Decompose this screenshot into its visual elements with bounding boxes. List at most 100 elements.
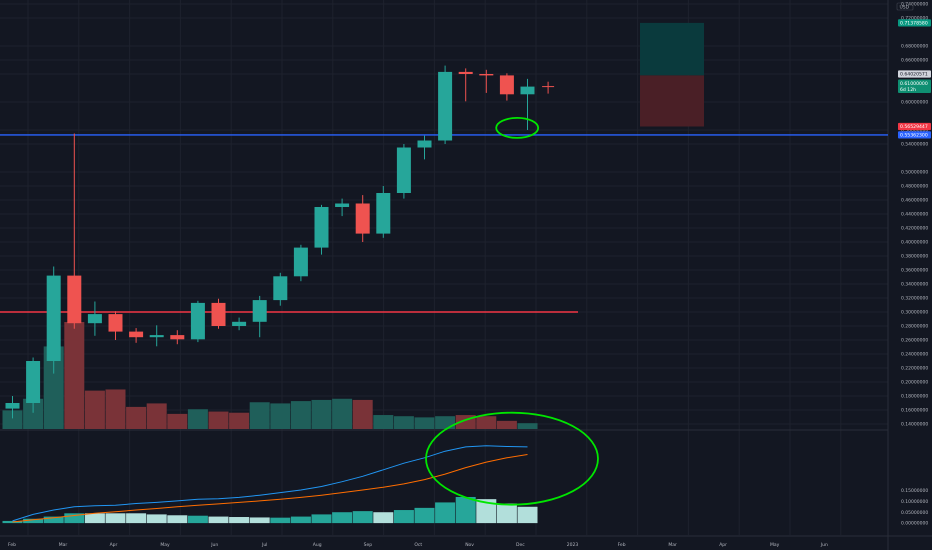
price-tick-label: 0.24000000 <box>901 352 928 358</box>
volume-bar <box>187 409 208 429</box>
time-tick-label: Apr <box>110 542 118 548</box>
candle-body <box>26 361 41 403</box>
osc-histogram-bar <box>373 512 394 524</box>
osc-histogram-bar <box>435 502 456 524</box>
candle-body <box>149 335 164 338</box>
position-box[interactable] <box>640 22 704 127</box>
candle-body <box>417 140 432 148</box>
osc-histogram-bar <box>23 518 44 524</box>
price-tick-label: 0.14000000 <box>901 422 928 428</box>
osc-histogram-bar <box>126 513 147 524</box>
osc-histogram-bar <box>84 513 105 524</box>
time-tick-label: Jun <box>820 542 828 548</box>
osc-histogram-bar <box>270 517 291 524</box>
price-tick-label: 0.28000000 <box>901 324 928 330</box>
price-tick-label: 0.56000000 <box>901 128 928 134</box>
price-tag-label: 0.56529447 <box>900 124 928 130</box>
volume-bar <box>373 415 394 429</box>
price-tag <box>898 19 931 27</box>
price-tag-label: 6d 12h <box>900 87 916 93</box>
osc-histogram-bar <box>64 513 85 524</box>
candle-body <box>355 203 370 234</box>
time-tick-label: Feb <box>8 542 16 548</box>
price-tag-label: 0.61000000 <box>900 81 928 87</box>
horizontal-lines[interactable] <box>0 134 888 313</box>
price-tag-label: 0.71378580 <box>900 21 928 27</box>
candle-body <box>108 314 123 332</box>
price-tag <box>898 85 931 93</box>
price-tick-label: 0.38000000 <box>901 254 928 260</box>
volume-bar <box>393 416 414 429</box>
price-tag <box>898 70 931 78</box>
osc-histogram-bar <box>414 507 435 524</box>
volume-bar <box>2 410 23 429</box>
candle-body <box>67 275 82 324</box>
osc-histogram-bar <box>167 515 188 524</box>
time-tick-label: Sep <box>364 542 373 548</box>
time-tick-label: Aug <box>313 542 322 548</box>
osc-histogram-bar <box>455 496 476 524</box>
price-tick-label: 0.16000000 <box>901 408 928 414</box>
candle-body <box>273 276 288 301</box>
osc-tick-label: 0.10000000 <box>901 499 928 505</box>
osc-histogram-bar <box>249 517 270 524</box>
time-tick-label: Jul <box>261 542 267 548</box>
time-axis[interactable]: Feb Mar Apr May Jun Jul Aug Sep Oct Nov Dec 2023 Feb… <box>8 542 828 548</box>
osc-histogram-bar <box>517 506 538 524</box>
osc-histogram-bar <box>476 499 497 524</box>
osc-histogram-bar <box>496 503 517 524</box>
volume-bar <box>64 322 85 429</box>
osc-histogram-bar <box>311 514 332 524</box>
position-box-loss <box>640 75 704 127</box>
time-tick-label: Apr <box>719 542 727 548</box>
candle-body <box>376 193 391 234</box>
time-tick-label: Jun <box>210 542 218 548</box>
time-tick-label: Feb <box>618 542 626 548</box>
osc-histogram-bar <box>352 511 373 524</box>
candle-body <box>129 331 144 338</box>
volume-bar <box>352 399 373 429</box>
price-tick-label: 0.40000000 <box>901 240 928 246</box>
price-tick-label: 0.66000000 <box>901 58 928 64</box>
volume-bar <box>84 390 105 429</box>
volume-bar <box>290 401 311 429</box>
price-tag-label: 0.64020571 <box>900 72 928 78</box>
volume-bar <box>249 402 270 429</box>
candle-body <box>499 75 514 95</box>
time-tick-label: May <box>160 542 170 548</box>
volume-bar <box>43 346 64 429</box>
candle-body <box>232 321 247 326</box>
volume-bar <box>476 416 497 429</box>
osc-histogram-bar <box>146 514 167 524</box>
annotations[interactable] <box>425 117 599 506</box>
volume-bar <box>146 403 167 429</box>
price-tag-label: 0.55362300 <box>900 133 928 139</box>
scale-badge <box>896 2 914 11</box>
highlight-ellipse-price <box>495 117 540 139</box>
highlight-ellipse-oscillator <box>425 411 599 506</box>
candle-body <box>438 71 453 141</box>
price-axis[interactable]: 0.74000000 0.72000000 0.68000000 0.66000000… <box>896 2 928 527</box>
oscillator-pane <box>2 445 538 524</box>
volume-bar <box>126 406 147 429</box>
candle-body <box>170 335 185 340</box>
volume-bar <box>105 389 126 429</box>
osc-histogram-bar <box>229 517 250 524</box>
time-tick-label: Oct <box>414 542 422 548</box>
osc-tick-label: 0.15000000 <box>901 488 928 494</box>
scale-badge-label: USD <box>900 4 910 10</box>
volume-bar <box>332 398 353 429</box>
price-tick-label: 0.26000000 <box>901 338 928 344</box>
price-tick-label: 0.42000000 <box>901 226 928 232</box>
osc-tick-label: 0.00000000 <box>901 521 928 527</box>
price-tick-label: 0.54000000 <box>901 142 928 148</box>
position-box-profit <box>640 22 704 76</box>
price-tick-label: 0.50000000 <box>901 170 928 176</box>
volume-bar <box>270 403 291 429</box>
osc-histogram-bar <box>187 515 208 524</box>
osc-histogram-bar <box>105 513 126 524</box>
osc-tick-label: 0.05000000 <box>901 510 928 516</box>
